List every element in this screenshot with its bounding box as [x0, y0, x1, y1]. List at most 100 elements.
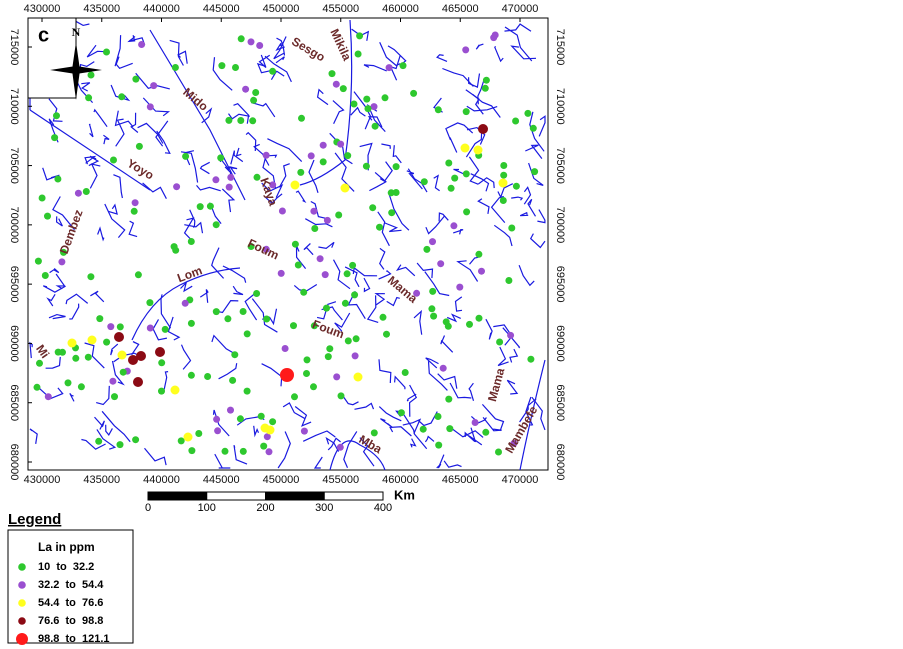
- legend-symbol: [18, 563, 26, 571]
- river: [180, 280, 193, 293]
- sample-point: [96, 315, 104, 323]
- river: [379, 247, 386, 270]
- river: [278, 163, 290, 188]
- sample-point: [385, 64, 393, 72]
- river: [97, 226, 105, 242]
- river: [299, 19, 353, 186]
- sample-point: [423, 245, 431, 253]
- river: [316, 301, 337, 320]
- x-tick-label: 465000: [442, 3, 479, 15]
- river: [261, 182, 284, 198]
- sample-point: [181, 299, 189, 307]
- sample-point: [370, 103, 378, 111]
- river: [413, 309, 423, 335]
- sample-point: [460, 143, 470, 153]
- x-tick-label: 435000: [83, 3, 120, 15]
- river: [436, 454, 445, 469]
- sample-point: [303, 370, 310, 377]
- sample-point: [110, 156, 117, 164]
- legend-box: [7, 529, 134, 644]
- sample-point: [182, 152, 190, 160]
- sample-point: [291, 393, 298, 401]
- sample-point: [401, 369, 409, 376]
- river: [443, 460, 462, 468]
- sample-point: [173, 183, 181, 191]
- sample-point: [269, 67, 277, 75]
- sample-point: [462, 170, 470, 178]
- x-tick-label: 435000: [83, 474, 120, 486]
- legend-symbol: [18, 581, 26, 589]
- sample-point: [177, 437, 185, 445]
- river: [468, 382, 475, 401]
- sample-point: [253, 290, 261, 297]
- river: [258, 54, 271, 68]
- sample-point: [383, 330, 390, 338]
- river: [199, 289, 209, 303]
- sample-point: [87, 335, 97, 345]
- sample-point: [187, 238, 195, 245]
- legend-label: 54.4 to 76.6: [38, 597, 103, 609]
- sample-point: [343, 270, 351, 278]
- sample-point: [420, 178, 428, 186]
- river: [504, 26, 533, 62]
- river: [378, 406, 402, 422]
- river: [244, 294, 258, 321]
- sample-point: [326, 345, 334, 353]
- sample-point: [478, 124, 488, 134]
- sample-point: [482, 76, 490, 84]
- sample-point: [187, 319, 195, 327]
- river: [308, 159, 319, 193]
- river: [275, 56, 285, 64]
- sample-point: [321, 271, 329, 279]
- scale-unit: Km: [394, 487, 415, 502]
- sample-point: [471, 419, 479, 426]
- river: [96, 385, 110, 406]
- sample-point: [437, 260, 445, 268]
- river: [481, 403, 505, 432]
- x-tick-label: 445000: [203, 3, 240, 15]
- river: [169, 39, 184, 66]
- river: [115, 56, 133, 70]
- sample-point: [392, 163, 400, 171]
- x-tick-label: 470000: [502, 474, 539, 486]
- river: [468, 427, 483, 446]
- sample-point: [311, 225, 319, 232]
- river: [325, 436, 340, 452]
- river: [177, 50, 188, 64]
- sample-point: [53, 112, 60, 120]
- river: [88, 123, 94, 138]
- x-tick-label: 440000: [143, 474, 180, 486]
- sample-point: [510, 439, 518, 447]
- sample-point: [196, 203, 204, 211]
- river: [86, 44, 106, 58]
- river: [131, 267, 241, 341]
- river: [425, 216, 445, 235]
- sample-point: [206, 202, 214, 210]
- sample-point: [58, 258, 66, 266]
- sample-point: [132, 75, 140, 83]
- river: [485, 318, 493, 340]
- sample-point: [187, 371, 195, 379]
- river: [519, 211, 529, 217]
- scale-tick-label: 300: [315, 502, 333, 514]
- sample-point: [413, 289, 421, 297]
- river: [402, 418, 422, 434]
- sample-point: [435, 441, 443, 449]
- river: [233, 102, 250, 124]
- river: [366, 295, 379, 323]
- y-tick-label: 705000: [554, 147, 566, 184]
- river: [334, 312, 351, 332]
- river: [90, 290, 105, 303]
- river: [167, 316, 181, 341]
- legend-label: 98.8 to 121.1: [38, 633, 110, 645]
- river: [351, 28, 370, 41]
- river: [454, 296, 463, 312]
- river: [303, 243, 314, 256]
- river: [453, 168, 467, 176]
- river: [332, 100, 345, 125]
- y-tick-label: 700000: [8, 206, 20, 243]
- sample-point: [531, 168, 539, 176]
- sample-point: [491, 31, 499, 39]
- river: [114, 110, 134, 128]
- river: [490, 195, 506, 223]
